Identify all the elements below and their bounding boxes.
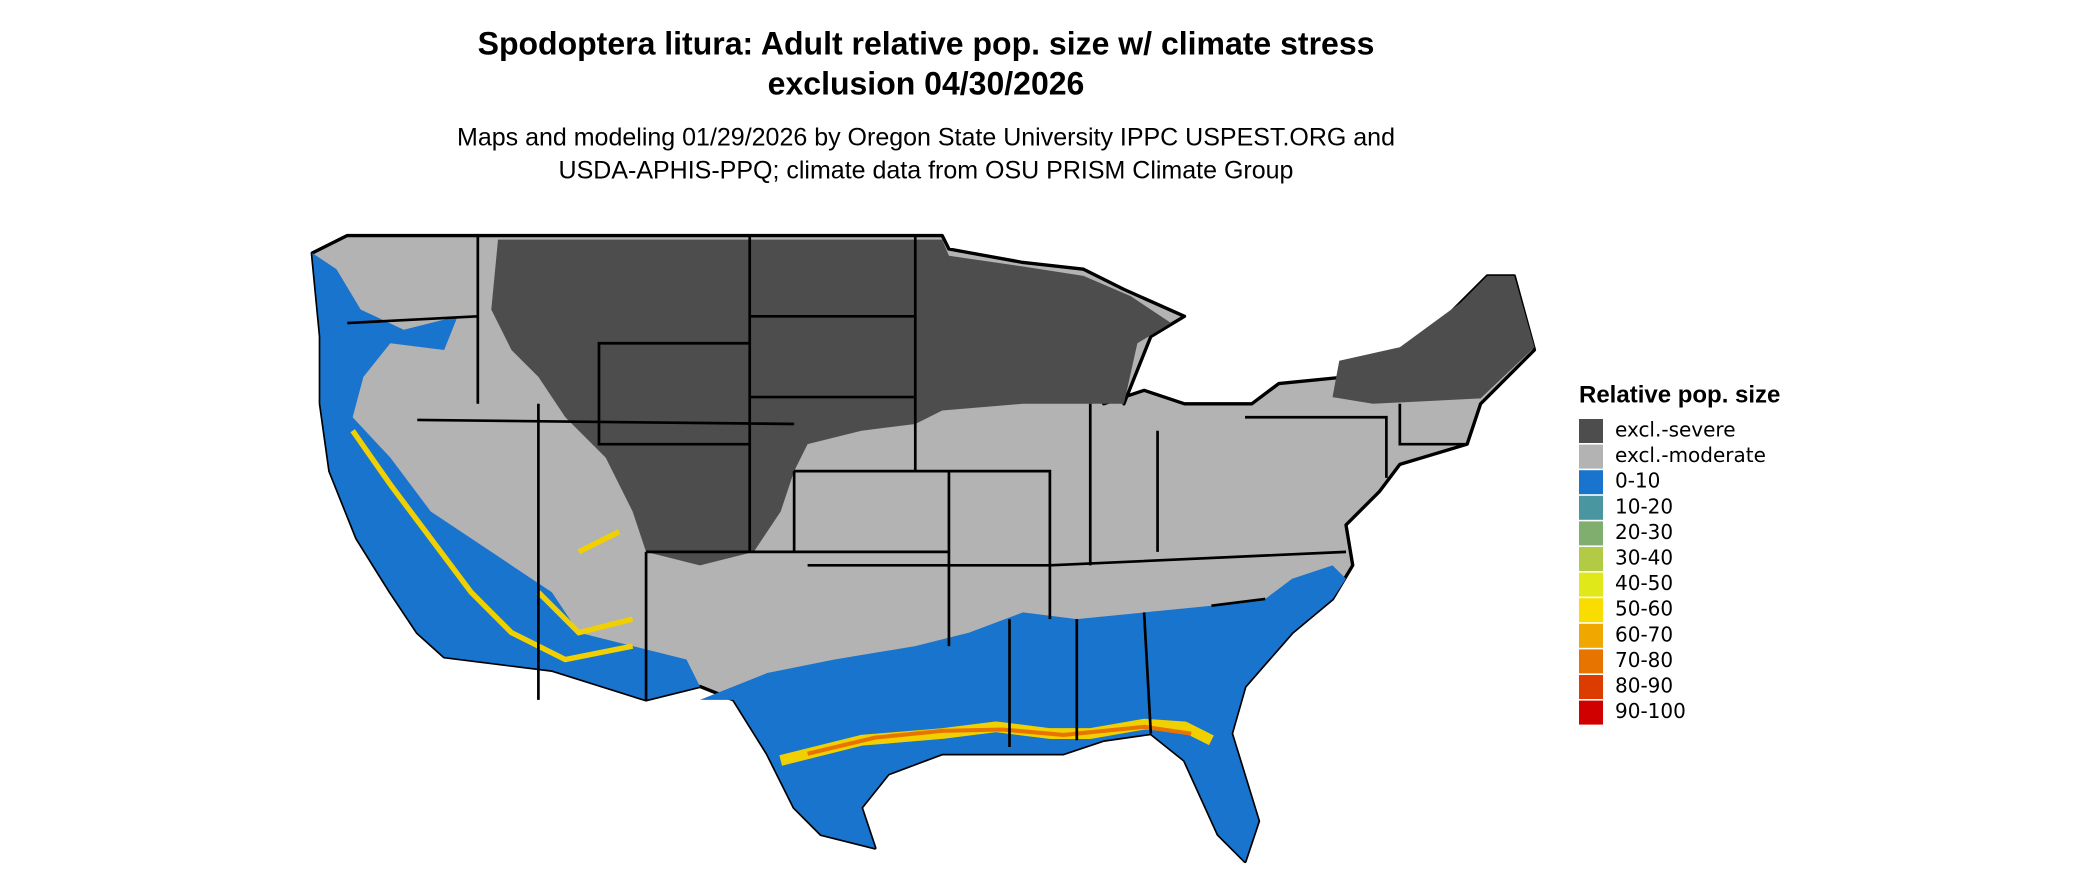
legend-label: 50-60 [1615,597,1673,621]
legend-swatch [1579,419,1603,443]
legend-title: Relative pop. size [1579,381,1780,408]
legend-label: 0-10 [1615,469,1660,493]
legend-swatch [1579,675,1603,699]
legend-label: 70-80 [1615,648,1673,672]
title-line: Spodoptera litura: Adult relative pop. s… [478,25,1375,61]
excl-severe-region [1332,275,1535,404]
legend-label: 60-70 [1615,622,1673,646]
blue-west-coast [312,253,700,700]
legend-swatch [1579,572,1603,597]
subtitle-line: USDA-APHIS-PPQ; climate data from OSU PR… [559,157,1294,185]
legend-label: excl.-severe [1615,418,1736,442]
legend-swatch [1579,649,1603,674]
blue-southeast [699,565,1346,862]
legend-swatch [1579,623,1603,648]
legend-swatch [1579,470,1603,495]
legend-label: 40-50 [1615,571,1673,595]
legend-swatch [1579,700,1603,725]
warm-band [350,429,634,663]
title-line: exclusion 04/30/2026 [768,65,1085,101]
legend-label: 90-100 [1615,699,1686,723]
state-borders [347,235,1468,748]
legend-label: excl.-moderate [1615,443,1766,467]
legend-swatch [1579,598,1603,623]
legend-swatch [1579,444,1603,469]
legend-swatch [1579,521,1603,546]
hot-band [807,724,1192,756]
map [310,233,1537,864]
subtitle-line: Maps and modeling 01/29/2026 by Oregon S… [457,124,1395,152]
legend-label: 30-40 [1615,546,1673,570]
legend-label: 10-20 [1615,494,1673,518]
legend-swatch [1579,495,1603,520]
legend-swatch [1579,547,1603,571]
legend-label: 20-30 [1615,520,1673,544]
excl-severe-region [491,239,1172,566]
legend: excl.-severeexcl.-moderate0-1010-2020-30… [1579,418,1766,725]
legend-label: 80-90 [1615,674,1673,698]
